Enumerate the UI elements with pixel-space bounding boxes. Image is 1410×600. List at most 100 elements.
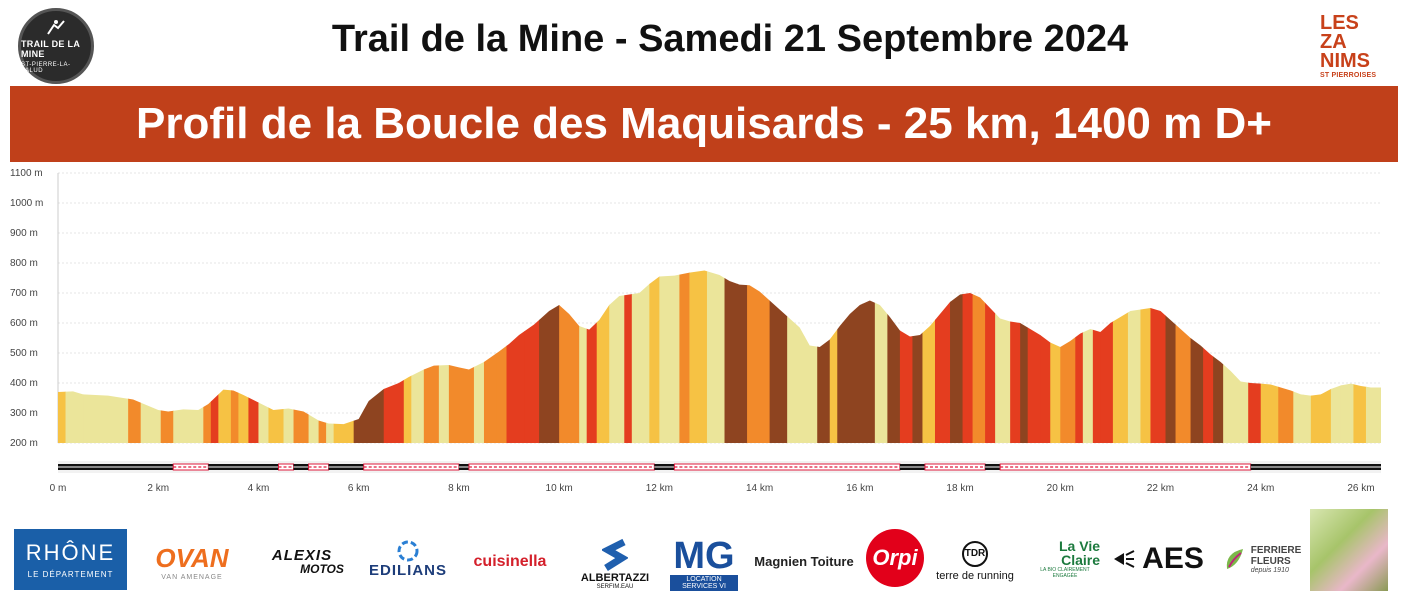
profile-segment-flat xyxy=(283,270,295,443)
profile-segment-steep xyxy=(1248,270,1262,443)
profile-segment-light xyxy=(218,270,232,443)
profile-segment-light xyxy=(1050,270,1061,443)
sponsor-ferriere-fleurs: FERRIERE FLEURS depuis 1910 xyxy=(1220,537,1304,581)
profile-segment-flat xyxy=(473,270,485,443)
sponsor-aes: AES xyxy=(1110,539,1206,579)
profile-segment-flat xyxy=(1365,270,1381,443)
profile-segment-medium xyxy=(463,270,475,443)
banner-title: Profil de la Boucle des Maquisards - 25 … xyxy=(136,99,1272,148)
sponsor-terre-line2: terre de running xyxy=(936,569,1014,582)
y-tick-label: 400 m xyxy=(10,378,38,389)
sponsor-albertazzi-line1: ALBERTAZZI xyxy=(580,572,650,584)
x-tick-label: 26 km xyxy=(1347,483,1374,494)
y-tick-label: 1000 m xyxy=(10,198,43,209)
x-tick-label: 12 km xyxy=(646,483,673,494)
y-tick-label: 600 m xyxy=(10,318,38,329)
ferriere-leaf-icon xyxy=(1226,549,1243,569)
profile-segment-flat xyxy=(874,270,888,443)
profile-segment-light xyxy=(403,270,412,443)
profile-segment-flat xyxy=(804,270,818,443)
profile-segment-medium xyxy=(972,270,986,443)
profile-segment-very-steep xyxy=(539,270,560,443)
profile-segment-very-steep xyxy=(1190,270,1204,443)
sponsor-albertazzi: ALBERTAZZI SERFIM.EAU xyxy=(572,533,658,595)
x-tick-label: 6 km xyxy=(348,483,370,494)
x-axis-ticks: 0 m 2 km 4 km 6 km 8 km 10 km 12 km 14 km 16 km 1… xyxy=(50,483,1375,494)
sponsor-strip: RHÔNE LE DÉPARTEMENT OVAN VAN AMENAGE AL… xyxy=(0,505,1410,600)
sponsor-cuisinella: cuisinella xyxy=(466,549,554,575)
profile-segment-flat xyxy=(308,270,320,443)
sponsor-aes-line1: AES xyxy=(1142,542,1204,575)
profile-segment-medium xyxy=(747,270,771,443)
profile-segment-flat xyxy=(326,270,335,443)
x-tick-label: 4 km xyxy=(248,483,270,494)
profile-segment-light xyxy=(829,270,838,443)
profile-segment-steep xyxy=(1027,270,1041,443)
y-tick-label: 900 m xyxy=(10,228,38,239)
y-tick-label: 300 m xyxy=(10,408,38,419)
profile-segment-flat xyxy=(83,270,129,443)
sponsor-ferriere-line3: depuis 1910 xyxy=(1250,566,1289,574)
profile-segment-light xyxy=(1260,270,1279,443)
profile-segment-medium xyxy=(496,270,508,443)
profile-segment-flat xyxy=(787,270,806,443)
ferriere-text: FERRIERE FLEURS depuis 1910 xyxy=(1251,545,1302,574)
profile-segment-light xyxy=(238,270,249,443)
x-tick-label: 10 km xyxy=(546,483,573,494)
profile-segment-medium xyxy=(293,270,310,443)
runner-icon xyxy=(47,19,65,35)
sponsor-magnien-toiture: Magnien Toiture xyxy=(752,549,856,573)
profile-segment-steep xyxy=(506,270,525,443)
profile-segment-steep xyxy=(899,270,913,443)
profile-segment-steep xyxy=(985,270,996,443)
profile-segment-flat xyxy=(1127,270,1141,443)
profile-segment-very-steep xyxy=(1165,270,1177,443)
sponsor-alexis-motos: ALEXIS MOTOS xyxy=(250,545,354,579)
profile-segment-flat xyxy=(1235,270,1249,443)
aes-sprinkler-icon xyxy=(1114,550,1135,568)
profile-segment-flat xyxy=(659,270,680,443)
profile-segment-medium xyxy=(679,270,690,443)
profile-segment-medium xyxy=(203,270,212,443)
profile-segment-medium xyxy=(1278,270,1294,443)
profile-segment-very-steep xyxy=(1020,270,1029,443)
sponsor-rhone-line1: RHÔNE xyxy=(25,540,116,565)
profile-segment-medium xyxy=(160,270,174,443)
profile-segment-very-steep xyxy=(769,270,788,443)
profile-segment-flat xyxy=(579,270,588,443)
profile-segment-very-steep xyxy=(363,270,385,443)
profile-segment-very-steep xyxy=(353,270,365,443)
profile-segment-very-steep xyxy=(1213,270,1224,443)
sponsor-rhone: RHÔNE LE DÉPARTEMENT xyxy=(14,529,127,590)
profile-segment-very-steep xyxy=(887,270,901,443)
profile-segment-steep xyxy=(248,270,259,443)
sponsor-edilians-line1: EDILIANS xyxy=(368,561,447,579)
profile-segment-steep xyxy=(1040,270,1051,443)
profile-segment-flat xyxy=(706,270,726,443)
profile-segment-flat xyxy=(173,270,199,443)
sponsor-alexis-line1: ALEXIS xyxy=(271,547,333,564)
profile-segment-medium xyxy=(318,270,327,443)
profile-segment-flat xyxy=(411,270,425,443)
surface-bar xyxy=(58,461,1381,473)
sponsor-lavieclaire-line2: Claire xyxy=(1061,552,1100,568)
y-axis-ticks: 200 m 300 m 400 m 500 m 600 m 700 m 800 m 900 m… xyxy=(10,168,43,449)
profile-segment-flat xyxy=(1082,270,1094,443)
sponsor-ovan: OVAN VAN AMENAGE xyxy=(142,541,242,583)
profile-segment-light xyxy=(596,270,610,443)
sponsor-lavieclaire-line3: LA BIO CLAIREMENT ENGAGÉE xyxy=(1040,567,1090,579)
profile-segment-flat xyxy=(1340,270,1354,443)
profile-segment-steep xyxy=(1100,270,1114,443)
profile-segment-medium xyxy=(1175,270,1192,443)
sponsor-magnien-line1: Magnien Toiture xyxy=(754,553,854,569)
trail-de-la-mine-logo: TRAIL DE LA MINE ST-PIERRE-LA-PALUD xyxy=(18,8,94,84)
sponsor-ferriere-line2: FLEURS xyxy=(1250,555,1291,567)
profile-segment-flat xyxy=(1303,270,1312,443)
profile-segment-light xyxy=(1140,270,1151,443)
logo-left-line2: ST-PIERRE-LA-PALUD xyxy=(21,61,71,74)
sponsor-ovan-line1: OVAN xyxy=(155,543,229,573)
x-tick-label: 20 km xyxy=(1047,483,1074,494)
x-tick-label: 16 km xyxy=(846,483,873,494)
profile-segment-steep xyxy=(586,270,598,443)
profile-segment-steep xyxy=(1092,270,1101,443)
